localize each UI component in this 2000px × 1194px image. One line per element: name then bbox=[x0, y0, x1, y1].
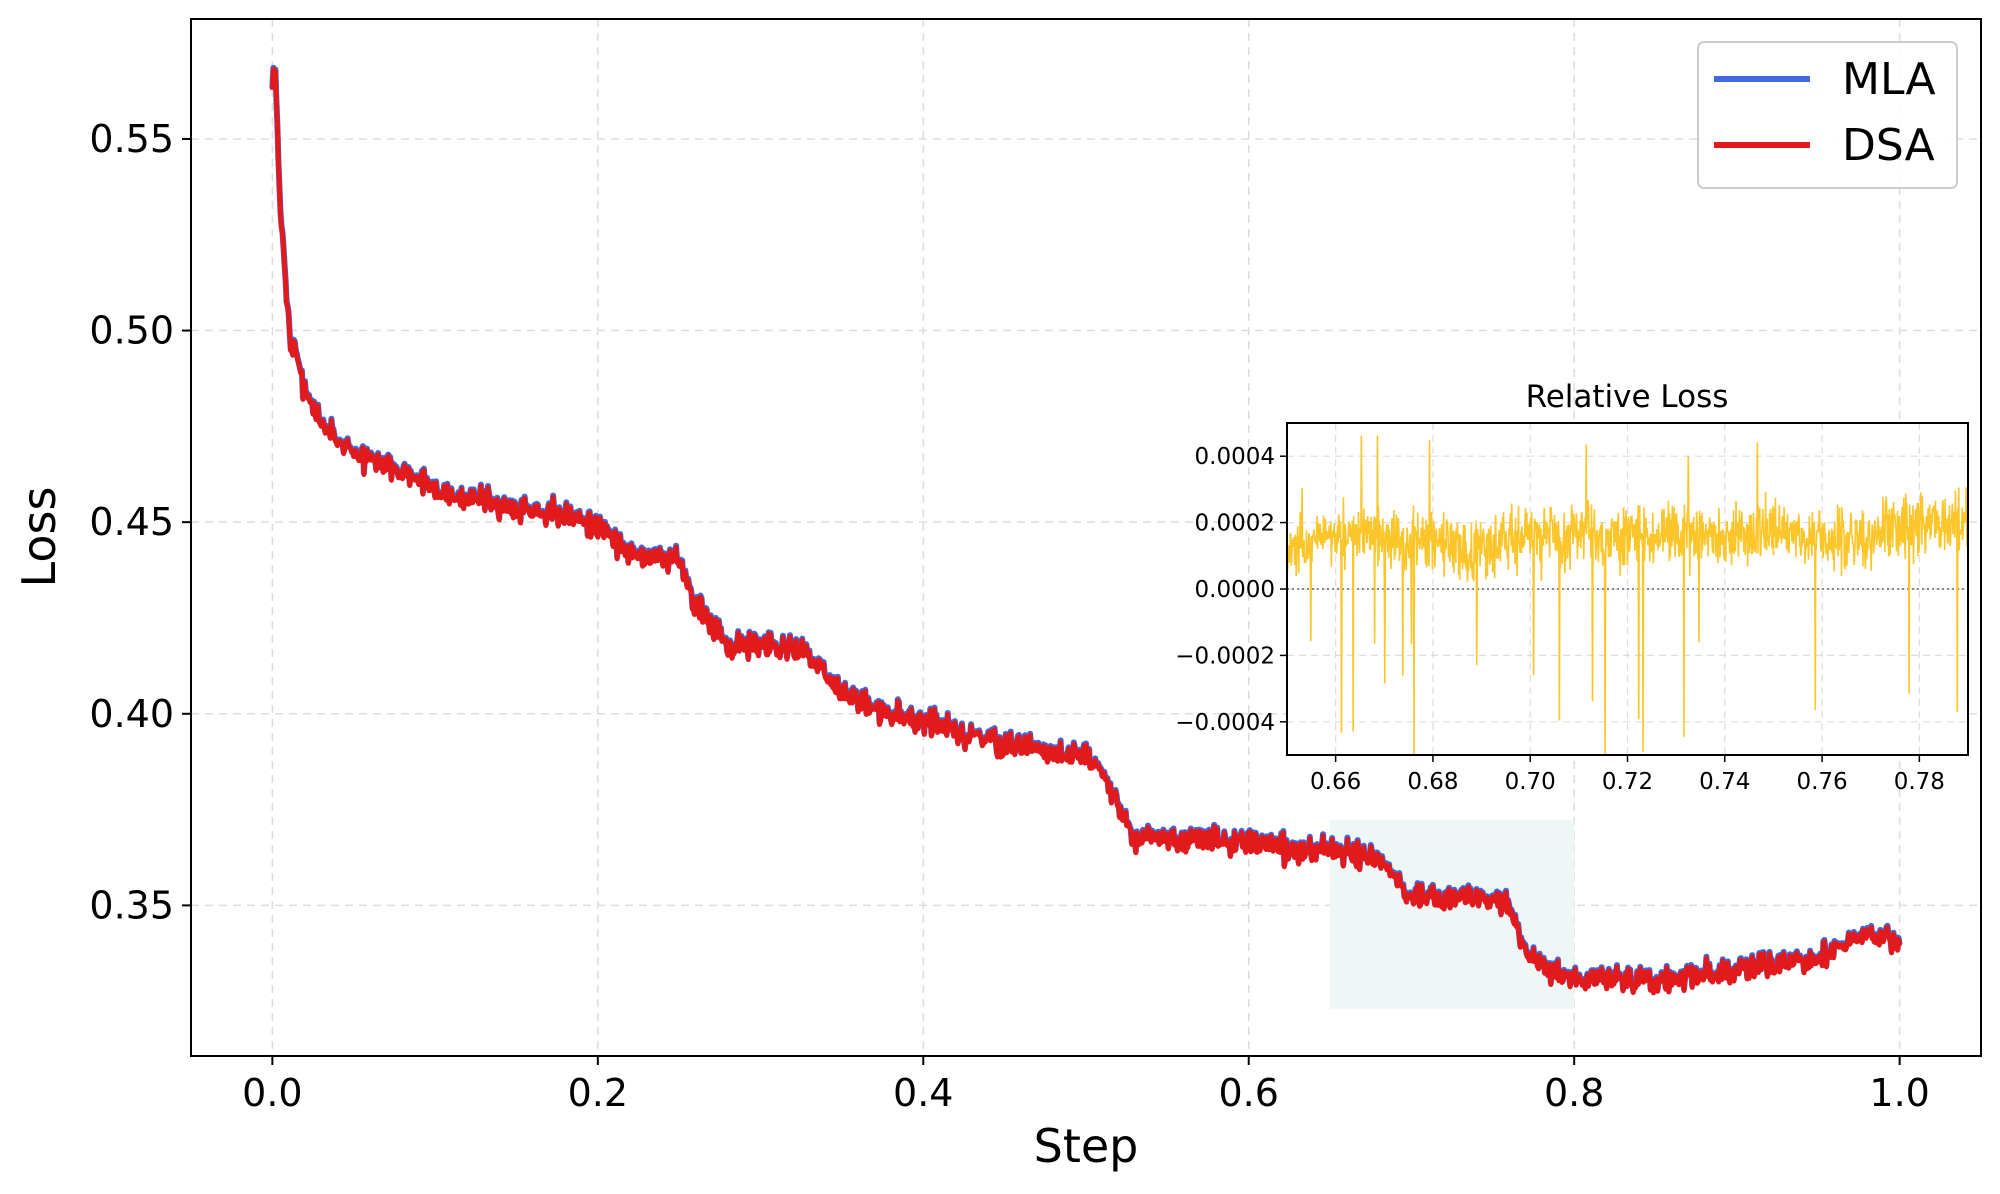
y-tick-label: 0.40 bbox=[89, 692, 174, 736]
inset-y-tick-label: 0.0000 bbox=[1195, 577, 1275, 603]
inset-x-tick-label: 0.70 bbox=[1505, 769, 1556, 795]
inset-x-tick-label: 0.78 bbox=[1894, 769, 1945, 795]
inset-title: Relative Loss bbox=[1526, 379, 1729, 415]
inset-y-tick-label: −0.0004 bbox=[1175, 710, 1275, 736]
y-tick-label: 0.55 bbox=[89, 117, 174, 161]
y-axis-label: Loss bbox=[12, 487, 66, 588]
inset-grid bbox=[1287, 423, 1968, 755]
y-tick-label: 0.35 bbox=[89, 883, 174, 927]
inset-ticks: 0.66 0.68 0.70 0.72 0.74 0.76 0.78 −0.0004 −0.00… bbox=[1175, 444, 1945, 795]
inset-x-tick-label: 0.76 bbox=[1796, 769, 1847, 795]
inset-x-tick-label: 0.74 bbox=[1699, 769, 1750, 795]
inset-y-tick-label: 0.0004 bbox=[1195, 444, 1275, 470]
legend-label-mla: MLA bbox=[1842, 54, 1936, 105]
main-axes-frame bbox=[190, 18, 1982, 1057]
main-lines bbox=[269, 64, 1903, 996]
y-tick-label: 0.50 bbox=[89, 309, 174, 353]
x-tick-label: 0.4 bbox=[893, 1071, 953, 1115]
inset-chart: 0.66 0.68 0.70 0.72 0.74 0.76 0.78 −0.0004 −0.00… bbox=[1175, 379, 1969, 795]
x-tick-label: 0.2 bbox=[568, 1071, 628, 1115]
x-tick-label: 0.8 bbox=[1544, 1071, 1604, 1115]
x-tick-label: 0.0 bbox=[242, 1071, 302, 1115]
legend-label-dsa: DSA bbox=[1842, 120, 1935, 171]
inset-relative-loss-line bbox=[1286, 435, 1969, 756]
x-tick-label: 1.0 bbox=[1869, 1071, 1929, 1115]
inset-x-tick-label: 0.68 bbox=[1407, 769, 1458, 795]
main-ticks: 0.0 0.2 0.4 0.6 0.8 1.0 0.35 0.40 0.45 0.50 0.55 bbox=[89, 117, 1929, 1115]
inset-y-tick-label: −0.0002 bbox=[1175, 643, 1275, 669]
inset-y-tick-label: 0.0002 bbox=[1195, 511, 1275, 537]
inset-x-tick-label: 0.66 bbox=[1310, 769, 1361, 795]
legend: MLA DSA bbox=[1697, 41, 1958, 189]
series-line-dsa bbox=[269, 66, 1903, 996]
x-axis-label: Step bbox=[1034, 1119, 1139, 1173]
x-tick-label: 0.6 bbox=[1219, 1071, 1279, 1115]
inset-x-tick-label: 0.72 bbox=[1602, 769, 1653, 795]
y-tick-label: 0.45 bbox=[89, 500, 174, 544]
